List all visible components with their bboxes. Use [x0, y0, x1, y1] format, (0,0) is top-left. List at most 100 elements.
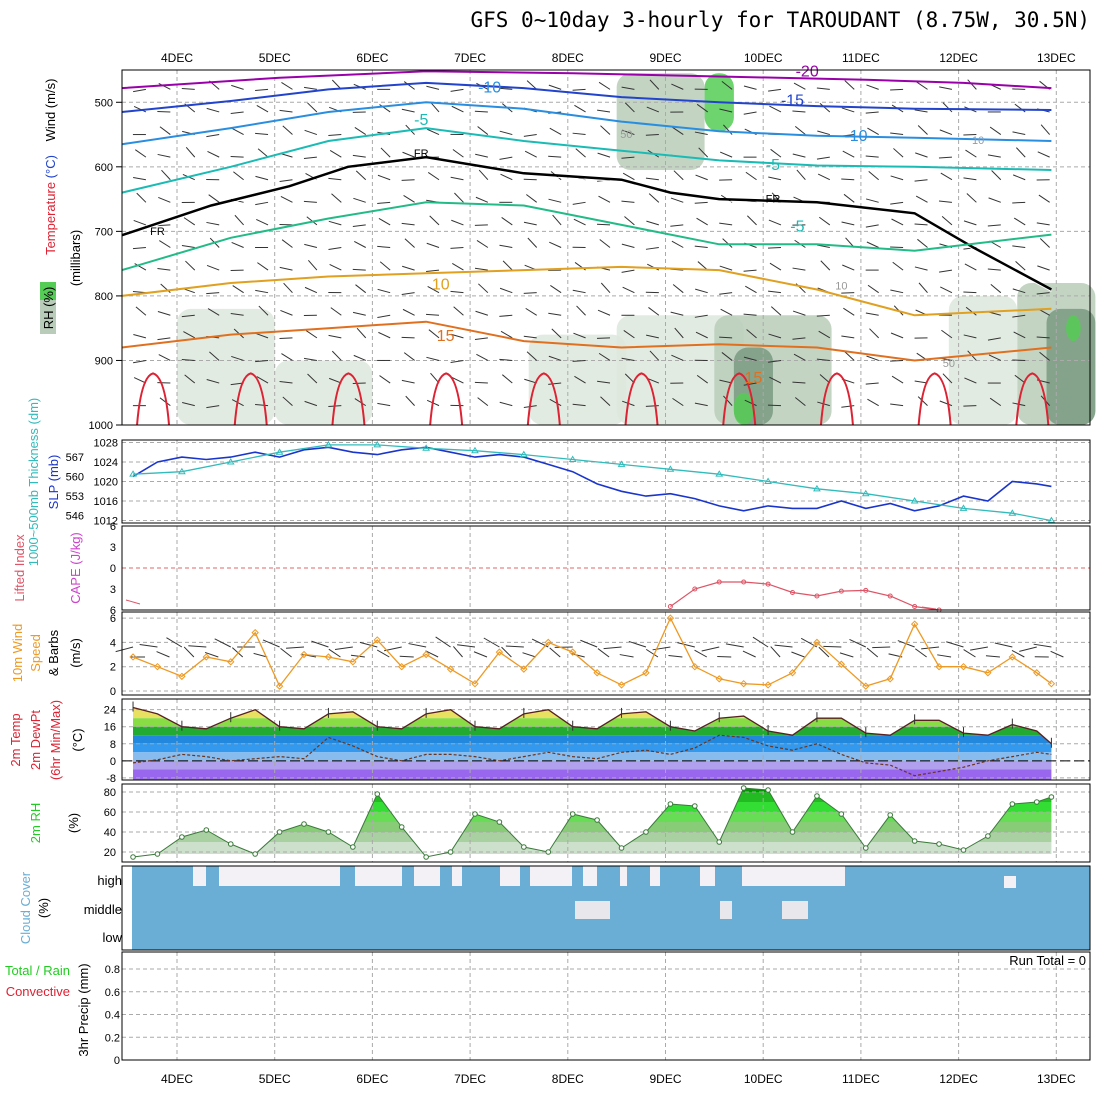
ytick-label: 16: [104, 722, 116, 734]
ytick-label: 1012: [94, 516, 118, 528]
panel-ylabel: (millibars): [68, 230, 83, 286]
wind-barb: [207, 150, 220, 158]
isotherm-line: [121, 201, 1052, 272]
wind-barb: [917, 396, 928, 406]
wind-barb: [865, 382, 879, 385]
wind-barb: [915, 648, 927, 658]
wind-barb: [769, 105, 782, 113]
thickness-marker: [519, 450, 528, 458]
wind-barb: [668, 655, 683, 658]
ytick-label: 800: [95, 291, 113, 303]
date-label-bottom: 4DEC: [161, 1072, 193, 1086]
wind-barb: [816, 358, 830, 361]
wind-barb: [624, 216, 635, 226]
contour-label: -15: [781, 93, 804, 110]
wind-barb: [649, 79, 660, 90]
contour-label: FR: [150, 226, 165, 238]
rh-shading: [733, 392, 754, 425]
wind-barb: [719, 265, 733, 271]
isotherm-line: [121, 101, 1052, 146]
wind-barb: [946, 641, 964, 648]
wind-barb: [549, 241, 562, 248]
wind-barb: [132, 247, 146, 250]
contour-label: 10: [432, 276, 450, 293]
precip-legend-convective: Convective: [6, 984, 70, 999]
wind-barb: [719, 222, 733, 226]
lifted-index-line: [670, 581, 940, 611]
wind-barb: [746, 329, 757, 339]
contour-label: -5: [414, 112, 428, 129]
wind-barb: [426, 85, 440, 90]
wind-barb: [818, 330, 831, 339]
lifted-index-marker: [863, 587, 869, 593]
contour-label: 15: [437, 328, 455, 345]
rh-marker: [692, 803, 698, 809]
wind-speed-marker: [935, 662, 943, 671]
wind-barb: [841, 405, 855, 408]
wind-barb: [133, 377, 147, 384]
rh-shading: [616, 315, 744, 425]
wind-barb: [743, 382, 757, 386]
wind-barb: [499, 244, 513, 248]
panel-ylabel: Speed: [28, 634, 43, 672]
wind-barb: [352, 268, 366, 271]
wind-barb: [670, 224, 684, 227]
wind-barb: [938, 156, 952, 159]
thickness-marker: [422, 444, 431, 451]
wind-barb: [621, 269, 635, 273]
ytick-label: 3: [110, 584, 116, 596]
ytick-label: 560: [66, 472, 84, 484]
wind-barb: [329, 150, 342, 158]
cloud-high: [219, 886, 339, 892]
wind-barb: [674, 327, 684, 339]
wind-barb: [452, 149, 464, 158]
wind-barb: [1050, 650, 1064, 658]
wind-barb: [768, 219, 782, 226]
wind-barb: [457, 644, 476, 648]
wind-barb: [963, 177, 977, 181]
wind-barb: [796, 169, 806, 181]
wind-barb: [917, 125, 928, 135]
wind-barb: [770, 306, 782, 316]
wind-barb: [450, 290, 464, 294]
wind-barb: [649, 350, 660, 361]
wind-barb: [377, 174, 391, 181]
wind-barb: [505, 645, 524, 648]
cloud-clear-high: [742, 866, 845, 886]
temperature-panel: [122, 699, 1090, 780]
thickness-marker: [959, 504, 968, 511]
wind-barb: [232, 285, 244, 294]
wind-barb: [768, 359, 782, 363]
wind-speed-marker: [275, 682, 284, 690]
wind-barb: [645, 177, 659, 181]
thickness-line: [132, 444, 1052, 522]
rh-marker: [960, 847, 967, 853]
wind-barb: [329, 263, 342, 271]
wind-barb: [428, 329, 440, 339]
wind-barb: [477, 397, 489, 407]
wind-barb: [379, 104, 391, 113]
rh-marker: [203, 827, 210, 833]
ytick-label: 1024: [94, 457, 118, 469]
wind-barb: [328, 134, 342, 136]
rh-marker: [1009, 801, 1016, 807]
wind-barb: [866, 647, 879, 658]
wind-barb: [549, 127, 562, 135]
wind-barb: [183, 331, 196, 339]
rh-marker: [667, 801, 674, 807]
wind-speed-marker: [788, 669, 797, 677]
wind-barb: [823, 645, 842, 648]
wind-barb: [696, 217, 708, 226]
wind-barb: [792, 267, 806, 271]
wind-barb: [255, 289, 269, 294]
wind-barb: [377, 314, 391, 319]
wind-barb: [355, 170, 367, 181]
rh-marker: [862, 845, 869, 851]
wind-barb: [725, 643, 744, 648]
isotherm-line: [121, 265, 1052, 317]
rh-marker: [594, 817, 600, 823]
wind-speed-marker: [178, 672, 186, 681]
thickness-marker: [129, 470, 137, 477]
rh-shading: [1046, 308, 1096, 425]
wind-barb: [133, 359, 147, 364]
